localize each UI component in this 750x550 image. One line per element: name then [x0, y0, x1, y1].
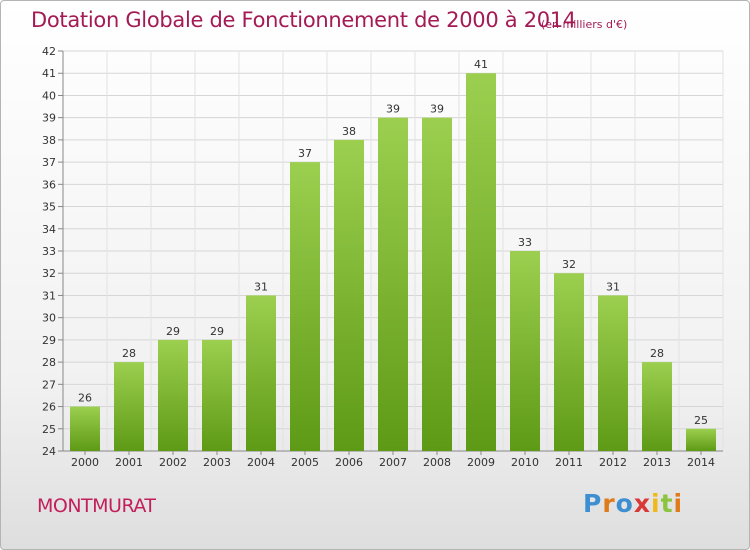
logo-letter: x	[633, 489, 651, 518]
bar-2006	[334, 139, 364, 451]
logo-letter: P	[583, 489, 603, 518]
bar-2013	[642, 362, 672, 451]
bar-2000	[70, 406, 100, 451]
bar-2014	[686, 428, 716, 451]
y-tick-label: 25	[42, 423, 56, 436]
x-tick-label-2003: 2003	[203, 456, 231, 469]
y-tick-label: 24	[42, 445, 56, 458]
x-tick-label-2013: 2013	[643, 456, 671, 469]
bar-2002	[158, 339, 188, 451]
bar-2012	[598, 295, 628, 451]
y-tick-label: 36	[42, 178, 56, 191]
data-label-2006: 38	[342, 125, 356, 138]
bar-2008	[422, 117, 452, 452]
x-tick-label-2008: 2008	[423, 456, 451, 469]
x-tick-label-2010: 2010	[511, 456, 539, 469]
chart-title: Dotation Globale de Fonctionnement de 20…	[31, 8, 576, 32]
logo-letter: o	[615, 489, 634, 518]
proxiti-logo: Proxiti	[583, 489, 683, 518]
data-label-2001: 28	[122, 347, 136, 360]
data-label-2009: 41	[474, 58, 488, 71]
y-tick-label: 38	[42, 134, 56, 147]
x-tick-label-2011: 2011	[555, 456, 583, 469]
bar-2005	[290, 162, 320, 451]
x-tick-label-2004: 2004	[247, 456, 275, 469]
bar-2004	[246, 295, 276, 451]
y-tick-label: 42	[42, 45, 56, 58]
data-label-2014: 25	[694, 414, 708, 427]
y-tick-label: 33	[42, 245, 56, 258]
chart-subtitle: (en milliers d'€)	[541, 18, 628, 31]
data-label-2004: 31	[254, 280, 268, 293]
bar-2001	[114, 362, 144, 451]
y-tick-label: 39	[42, 112, 56, 125]
y-tick-label: 40	[42, 89, 56, 102]
y-tick-label: 35	[42, 201, 56, 214]
x-tick-label-2006: 2006	[335, 456, 363, 469]
y-tick-label: 34	[42, 223, 56, 236]
logo-letter: t	[660, 489, 674, 518]
logo-letter: r	[602, 489, 616, 518]
y-tick-label: 29	[42, 334, 56, 347]
x-tick-label-2001: 2001	[115, 456, 143, 469]
y-tick-label: 28	[42, 356, 56, 369]
bar-2011	[554, 273, 584, 451]
data-label-2010: 33	[518, 236, 532, 249]
data-label-2003: 29	[210, 325, 224, 338]
x-tick-label-2005: 2005	[291, 456, 319, 469]
data-label-2002: 29	[166, 325, 180, 338]
data-label-2005: 37	[298, 147, 312, 160]
data-label-2007: 39	[386, 103, 400, 116]
data-label-2012: 31	[606, 280, 620, 293]
bar-2007	[378, 117, 408, 452]
y-tick-label: 32	[42, 267, 56, 280]
y-tick-label: 37	[42, 156, 56, 169]
data-label-2008: 39	[430, 103, 444, 116]
y-tick-label: 27	[42, 378, 56, 391]
x-tick-label-2014: 2014	[687, 456, 715, 469]
data-label-2013: 28	[650, 347, 664, 360]
x-tick-label-2000: 2000	[71, 456, 99, 469]
x-tick-label-2002: 2002	[159, 456, 187, 469]
x-tick-label-2012: 2012	[599, 456, 627, 469]
data-labels: 26 28 29 29 31 37 38 39 39 41 33 32 31 28 25	[78, 58, 708, 427]
bars	[70, 73, 716, 452]
y-tick-label: 30	[42, 312, 56, 325]
logo-letter: i	[651, 489, 661, 518]
data-label-2011: 32	[562, 258, 576, 271]
y-tick-label: 26	[42, 401, 56, 414]
bar-2003	[202, 339, 232, 451]
bar-2010	[510, 251, 540, 451]
data-label-2000: 26	[78, 392, 92, 405]
y-tick-label: 31	[42, 289, 56, 302]
logo-letter: i	[673, 489, 684, 518]
x-tick-label-2007: 2007	[379, 456, 407, 469]
commune-name: MONTMURAT	[37, 495, 156, 517]
y-tick-label: 41	[42, 67, 56, 80]
x-tick-label-2009: 2009	[467, 456, 495, 469]
bar-2009	[466, 73, 496, 451]
